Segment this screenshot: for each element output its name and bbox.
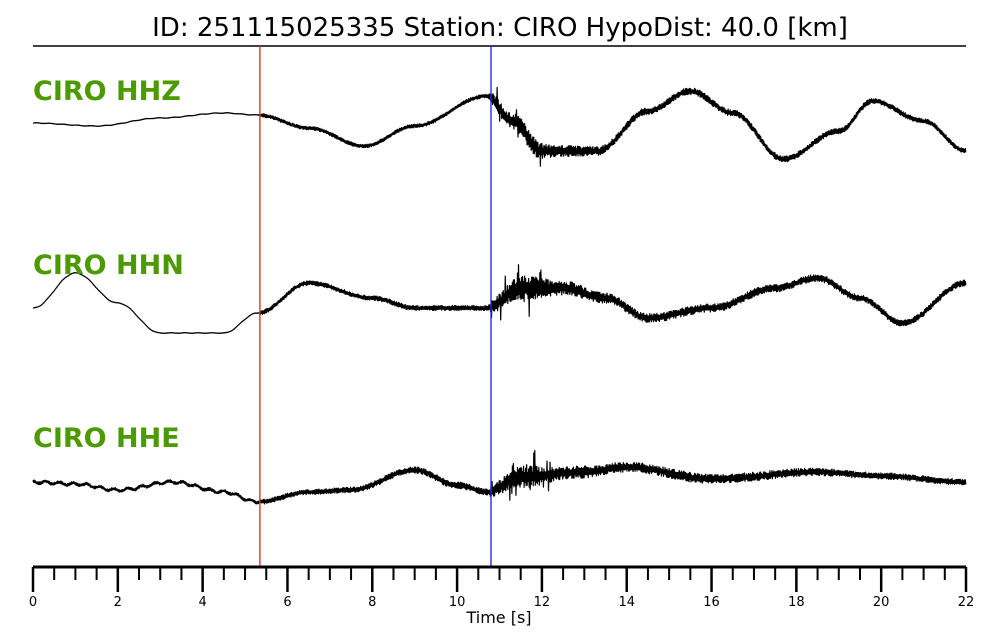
- tick-label: 0: [29, 595, 37, 610]
- trace-label: CIRO HHZ: [33, 76, 181, 107]
- chart-title: ID: 251115025335 Station: CIRO HypoDist:…: [152, 13, 848, 43]
- tick-label: 12: [534, 595, 551, 610]
- waveform-trace: [32, 86, 967, 167]
- tick-label: 6: [283, 595, 291, 610]
- time-axis-ticks: [31, 567, 968, 592]
- waveform-trace: [32, 264, 967, 335]
- trace-label: CIRO HHN: [33, 250, 184, 281]
- tick-label: 4: [198, 595, 206, 610]
- trace-labels: CIRO HHZ CIRO HHN CIRO HHE: [33, 76, 184, 454]
- time-axis: 0 2 4 6 8 10 12 14 16 18 20 22 Time [s]: [29, 565, 974, 627]
- tick-label: 22: [958, 595, 975, 610]
- tick-label: 20: [873, 595, 890, 610]
- trace-label: CIRO HHE: [33, 423, 180, 454]
- tick-label: 10: [449, 595, 466, 610]
- time-axis-tick-labels: 0 2 4 6 8 10 12 14 16 18 20 22: [29, 595, 974, 610]
- tick-label: 14: [618, 595, 635, 610]
- tick-label: 2: [114, 595, 122, 610]
- waveform-traces: [32, 86, 967, 505]
- waveform-trace: [32, 449, 967, 505]
- tick-label: 18: [788, 595, 805, 610]
- tick-label: 8: [368, 595, 376, 610]
- phase-picks: [259, 46, 492, 567]
- tick-label: 16: [703, 595, 720, 610]
- time-axis-title: Time [s]: [465, 608, 531, 627]
